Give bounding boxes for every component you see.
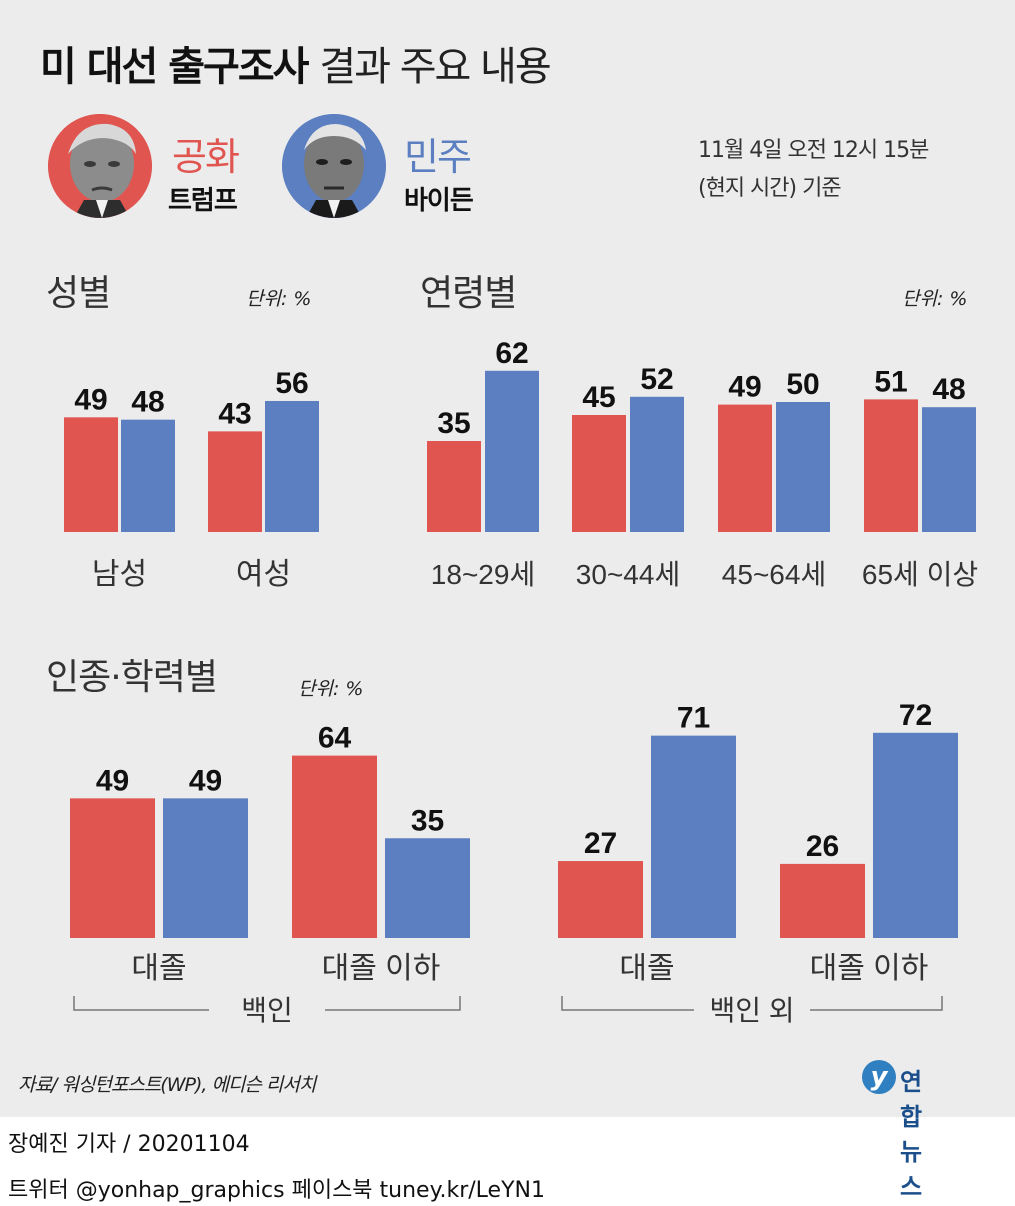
group-bracket-1 — [561, 996, 943, 1011]
gender-section-title: 성별 — [46, 273, 111, 314]
reporter-credit: 장예진 기자 / 20201104 — [8, 1132, 250, 1157]
age-bar-dem-1 — [630, 396, 684, 532]
gender-bar-rep-0 — [64, 417, 118, 532]
race-edu-bar-rep-1 — [292, 755, 377, 938]
age-value-label: 50 — [786, 368, 819, 401]
age-bar-dem-0 — [485, 370, 539, 532]
age-bar-rep-1 — [572, 415, 626, 532]
age-category-label: 30~44세 — [576, 559, 680, 590]
yonhap-logo-icon: y — [862, 1060, 896, 1094]
charts-layer: 49 48 남성 43 56 여성 35 62 18~29세 45 52 30~44세 49 50 45~6… — [64, 337, 978, 1026]
page-title: 미 대선 출구조사 결과 주요 내용 — [40, 34, 552, 92]
gender-category-label: 여성 — [236, 558, 291, 591]
age-value-label: 51 — [874, 365, 907, 398]
biden-avatar — [282, 114, 386, 218]
group-bracket-0 — [73, 996, 461, 1011]
race-edu-category-label: 대졸 — [619, 952, 674, 985]
age-value-label: 48 — [932, 373, 965, 406]
race-edu-value-label: 49 — [189, 764, 222, 797]
age-bar-dem-3 — [922, 407, 976, 532]
race-edu-category-label: 대졸 이하 — [810, 952, 929, 985]
age-unit-label: 단위: % — [902, 288, 968, 310]
gender-value-label: 56 — [275, 367, 308, 400]
age-value-label: 62 — [495, 337, 528, 370]
group-label: 백인 — [241, 995, 293, 1026]
gender-value-label: 49 — [74, 383, 107, 416]
timestamp-line2: (현지 시간) 기준 — [698, 176, 842, 201]
race-edu-bar-rep-2 — [558, 861, 643, 938]
race-edu-value-label: 35 — [411, 804, 444, 837]
biden-name: 바이든 — [404, 186, 474, 216]
gender-bar-dem-0 — [121, 419, 175, 532]
race-edu-value-label: 27 — [584, 827, 617, 860]
age-value-label: 52 — [640, 363, 673, 396]
group-label: 백인 외 — [709, 995, 794, 1026]
race-edu-value-label: 26 — [806, 830, 839, 863]
race-edu-bar-rep-3 — [780, 863, 865, 938]
age-category-label: 45~64세 — [722, 559, 826, 590]
race-edu-category-label: 대졸 이하 — [322, 952, 441, 985]
age-bar-dem-2 — [776, 402, 830, 532]
gender-bar-rep-1 — [208, 431, 262, 532]
gender-value-label: 43 — [218, 397, 251, 430]
gender-unit-label: 단위: % — [246, 288, 312, 310]
race-edu-value-label: 64 — [318, 722, 352, 755]
title-bold: 미 대선 출구조사 — [40, 44, 309, 90]
race-edu-value-label: 71 — [677, 702, 710, 735]
gender-category-label: 남성 — [92, 558, 147, 591]
age-section-title: 연령별 — [420, 273, 517, 314]
yonhap-logo-text: 연합뉴스 — [900, 1068, 922, 1201]
race-edu-bar-dem-1 — [385, 838, 470, 938]
age-value-label: 49 — [728, 371, 761, 404]
age-category-label: 18~29세 — [431, 559, 535, 590]
democratic-party-label: 민주 — [404, 135, 472, 179]
age-value-label: 45 — [582, 381, 615, 414]
age-category-label: 65세 이상 — [862, 559, 978, 590]
timestamp-line1: 11월 4일 오전 12시 15분 — [698, 138, 929, 163]
race-edu-bar-dem-3 — [873, 732, 958, 938]
race-education-unit-label: 단위: % — [298, 678, 364, 700]
race-edu-bar-dem-2 — [651, 735, 736, 938]
race-edu-category-label: 대졸 — [131, 952, 186, 985]
age-bar-rep-3 — [864, 399, 918, 532]
age-bar-rep-0 — [427, 441, 481, 532]
gender-bar-dem-1 — [265, 400, 319, 532]
title-light: 결과 주요 내용 — [319, 44, 551, 90]
social-credit: 트위터 @yonhap_graphics 페이스북 tuney.kr/LeYN1 — [8, 1178, 545, 1203]
trump-name: 트럼프 — [168, 186, 238, 216]
race-edu-value-label: 49 — [96, 764, 129, 797]
age-bar-rep-2 — [718, 404, 772, 532]
republican-party-label: 공화 — [172, 135, 240, 179]
gender-value-label: 48 — [131, 386, 164, 419]
race-education-section-title: 인종·학력별 — [46, 657, 218, 698]
trump-avatar — [48, 114, 152, 218]
race-edu-bar-rep-0 — [70, 798, 155, 938]
race-edu-bar-dem-0 — [163, 798, 248, 938]
race-edu-value-label: 72 — [899, 699, 932, 732]
age-value-label: 35 — [437, 407, 470, 440]
source-note: 자료/ 워싱턴포스트(WP), 에디슨 리서치 — [18, 1074, 316, 1096]
